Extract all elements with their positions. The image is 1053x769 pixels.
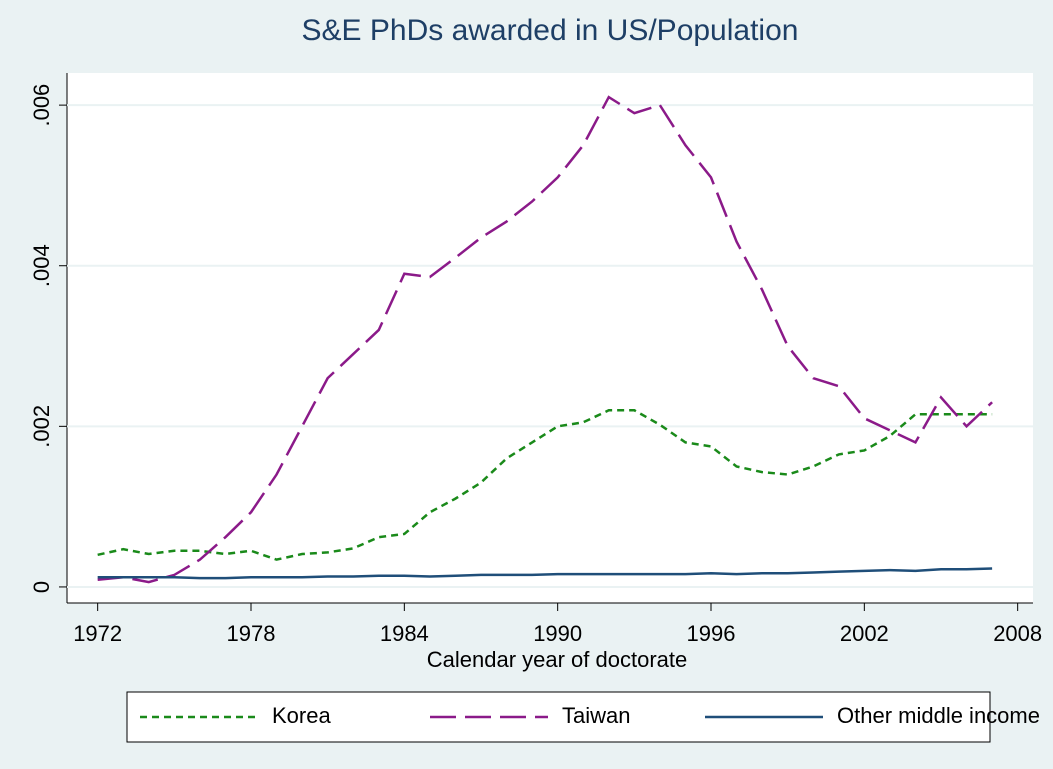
- line-series: [97, 95, 993, 584]
- chart-title: S&E PhDs awarded in US/Population: [302, 14, 799, 47]
- y-tick-label: .006: [29, 84, 54, 127]
- legend-label: Korea: [272, 703, 331, 728]
- legend: [126, 691, 991, 743]
- y-tick-label: 0: [29, 581, 54, 593]
- x-tick-label: 1990: [533, 621, 582, 646]
- y-tick-label: .004: [29, 244, 54, 287]
- line-series: [97, 409, 993, 561]
- legend-label: Taiwan: [562, 703, 630, 728]
- legend-label: Other middle income: [837, 703, 1040, 728]
- y-tick-label: .002: [29, 405, 54, 448]
- x-axis-label: Calendar year of doctorate: [427, 647, 688, 672]
- x-tick-label: 1996: [687, 621, 736, 646]
- x-tick-label: 2002: [840, 621, 889, 646]
- plot-area: [67, 73, 1033, 603]
- x-tick-label: 2008: [993, 621, 1042, 646]
- x-tick-label: 1984: [380, 621, 429, 646]
- x-tick-label: 1972: [73, 621, 122, 646]
- line-series: [97, 567, 993, 580]
- x-tick-label: 1978: [227, 621, 276, 646]
